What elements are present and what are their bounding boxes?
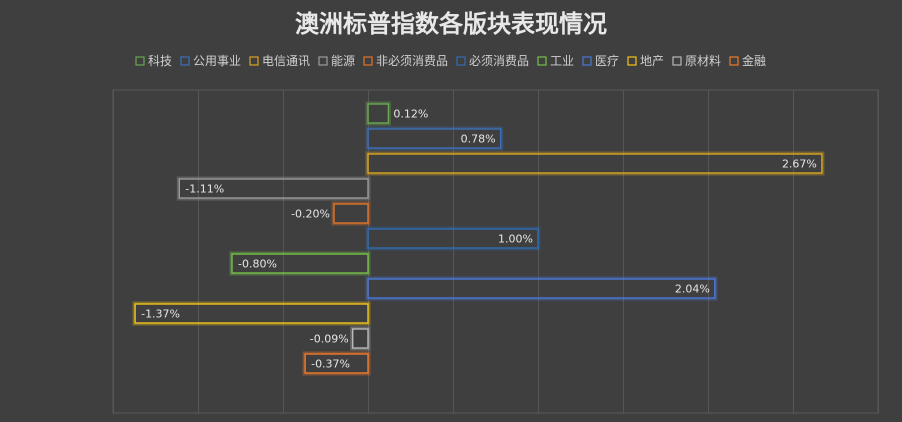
bar [304, 353, 369, 374]
legend-item: 非必须消费品 [363, 54, 448, 68]
legend-swatch [249, 56, 259, 66]
data-label: 1.00% [498, 233, 533, 246]
legend-item: 必须消费品 [456, 54, 529, 68]
bar-glow [229, 251, 371, 276]
legend-label: 地产 [640, 54, 664, 68]
data-label: -0.20% [291, 208, 330, 221]
bar [333, 203, 369, 224]
legend-item: 公用事业 [180, 54, 241, 68]
legend-swatch [135, 56, 145, 66]
data-label: -1.11% [185, 183, 224, 196]
legend-swatch [627, 56, 637, 66]
bar [231, 253, 369, 274]
legend-item: 工业 [537, 54, 574, 68]
bar-glow [176, 176, 371, 201]
legend-label: 原材料 [685, 54, 721, 68]
bar [134, 303, 369, 324]
bar-glow [350, 326, 371, 351]
data-label: 0.78% [461, 133, 496, 146]
bar-glow [331, 201, 371, 226]
legend-item: 科技 [135, 54, 172, 68]
legend-swatch [456, 56, 466, 66]
bar [367, 103, 390, 124]
legend-item: 地产 [627, 54, 664, 68]
legend-label: 非必须消费品 [376, 54, 448, 68]
legend-swatch [180, 56, 190, 66]
legend-label: 工业 [550, 54, 574, 68]
legend-swatch [582, 56, 592, 66]
data-label: -0.80% [238, 258, 277, 271]
bar [178, 178, 369, 199]
legend-item: 金融 [729, 53, 766, 68]
legend-label: 能源 [331, 54, 355, 68]
legend-label: 必须消费品 [469, 54, 529, 68]
data-label: 2.04% [675, 283, 710, 296]
bar [367, 278, 716, 299]
legend-label: 医疗 [595, 54, 619, 68]
legend-item: 医疗 [582, 54, 619, 68]
chart-title: 澳洲标普指数各版块表现情况 [295, 10, 607, 38]
legend-item: 能源 [318, 54, 355, 68]
legend-swatch [537, 56, 547, 66]
legend-swatch [363, 56, 373, 66]
legend-label: 金融 [742, 53, 766, 68]
bar-glow [302, 351, 371, 376]
bar-glow [365, 126, 504, 151]
bar-glow [365, 151, 825, 176]
legend-label: 电信通讯 [262, 54, 310, 68]
data-label: -0.09% [310, 333, 349, 346]
legend-item: 电信通讯 [249, 54, 310, 68]
data-label: 0.12% [393, 108, 428, 121]
legend-swatch [318, 56, 328, 66]
legend: 科技 公用事业 电信通讯 能源 非必须消费品 必须消费品 工业 医疗 地产 原材料 金融 [135, 53, 766, 68]
bar [367, 228, 539, 249]
bar-glow [365, 276, 718, 301]
legend-label: 科技 [148, 54, 172, 68]
legend-label: 公用事业 [193, 54, 241, 68]
plot-area: 0.12% 0.78% 2.67% -1.11% -0.20% 1.00% -0.80% 2.… [112, 89, 879, 414]
legend-swatch [672, 56, 682, 66]
data-label: 2.67% [782, 158, 817, 171]
bar [352, 328, 369, 349]
bar-glow [365, 101, 391, 126]
legend-item: 原材料 [672, 54, 721, 68]
bar [367, 153, 823, 174]
bar-glow [132, 301, 371, 326]
bar [367, 128, 502, 149]
data-label: -0.37% [311, 358, 350, 371]
data-label: -1.37% [141, 308, 180, 321]
legend-swatch [729, 56, 739, 66]
bar-glow [365, 226, 541, 251]
